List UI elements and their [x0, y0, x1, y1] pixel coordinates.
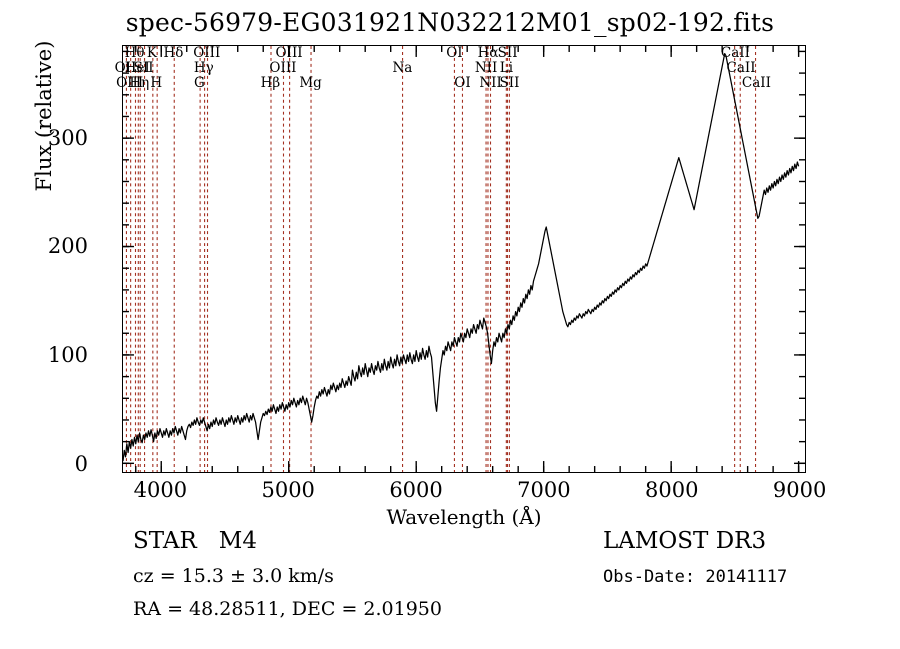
y-axis-label: Flux (relative) — [32, 40, 56, 192]
x-tick-label: 6000 — [389, 478, 443, 502]
object-class-row: STAR M4 — [133, 528, 442, 554]
coordinates: RA = 48.28511, DEC = 2.01950 — [133, 598, 442, 620]
plot-area — [122, 45, 806, 473]
obs-date: Obs-Date: 20141117 — [603, 567, 788, 587]
spectrum-canvas — [123, 46, 805, 472]
object-class: STAR — [133, 528, 197, 554]
y-tick-label: 300 — [47, 125, 88, 150]
y-tick-label: 0 — [74, 452, 88, 477]
x-tick-label: 5000 — [261, 478, 315, 502]
x-tick-label: 8000 — [645, 478, 699, 502]
spectrum-trace — [123, 52, 800, 462]
object-subclass: M4 — [218, 528, 257, 554]
y-tick-label: 100 — [47, 343, 88, 368]
x-tick-label: 9000 — [772, 478, 827, 502]
footer-left: STAR M4 cz = 15.3 ± 3.0 km/s RA = 48.2851… — [133, 528, 442, 620]
x-tick-label: 4000 — [133, 478, 188, 502]
footer-metadata: STAR M4 cz = 15.3 ± 3.0 km/s RA = 48.2851… — [0, 528, 900, 638]
footer-right: LAMOST DR3 Obs-Date: 20141117 — [603, 528, 787, 587]
page-title: spec-56979-EG031921N032212M01_sp02-192.f… — [125, 8, 775, 37]
y-tick-label: 200 — [47, 234, 88, 259]
x-tick-label: 7000 — [517, 478, 571, 502]
redshift-velocity: cz = 15.3 ± 3.0 km/s — [133, 565, 334, 587]
survey-name: LAMOST DR3 — [603, 528, 767, 554]
x-axis-label: Wavelength (Å) — [386, 505, 542, 529]
